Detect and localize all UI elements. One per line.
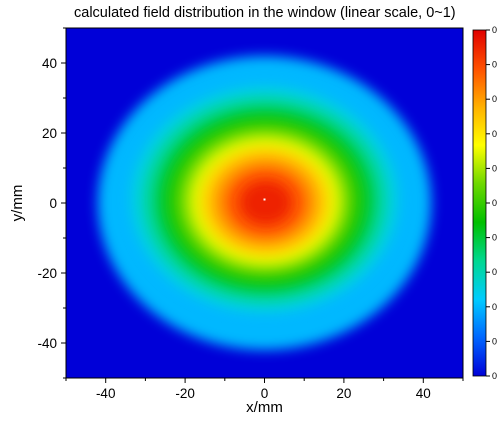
y-tick-label: -40: [37, 336, 57, 351]
y-tick-label: 40: [42, 56, 57, 71]
x-tick-label: -20: [175, 386, 195, 401]
colorbar-tick-label: 0: [492, 371, 497, 381]
colorbar-tick-label: 0: [492, 25, 497, 35]
colorbar-tick-label: 0: [492, 163, 497, 173]
colorbar: 0 0 0 0 0 0 0 0 0 0 0: [472, 25, 497, 381]
colorbar-tick-label: 0: [492, 267, 497, 277]
peak-marker: [263, 198, 266, 201]
colorbar-tick-label: 0: [492, 233, 497, 243]
chart-title: calculated field distribution in the win…: [74, 5, 456, 21]
plot-area: [66, 28, 463, 378]
colorbar-tick-label: 0: [492, 94, 497, 104]
colorbar-tick-label: 0: [492, 60, 497, 70]
x-axis-label: x/mm: [246, 399, 283, 416]
field-map: [97, 56, 432, 350]
colorbar-tick-label: 0: [492, 198, 497, 208]
field-contour-9: [239, 180, 292, 225]
x-tick-label: -40: [96, 386, 116, 401]
x-tick-label: 20: [336, 386, 351, 401]
y-tick-label: 20: [42, 126, 57, 141]
colorbar-tick-label: 0: [492, 336, 497, 346]
x-axis: -40 -20 0 20 40: [65, 378, 464, 401]
x-tick-label: 40: [416, 386, 431, 401]
colorbar-tick-label: 0: [492, 129, 497, 139]
y-axis-label: y/mm: [9, 185, 26, 222]
colorbar-gradient: [472, 29, 487, 377]
x-tick-label: 0: [261, 386, 269, 401]
colorbar-tick-label: 0: [492, 302, 497, 312]
y-axis: 40 20 0 -20 -40: [37, 27, 66, 379]
y-tick-label: 0: [49, 196, 57, 211]
y-tick-label: -20: [37, 266, 57, 281]
